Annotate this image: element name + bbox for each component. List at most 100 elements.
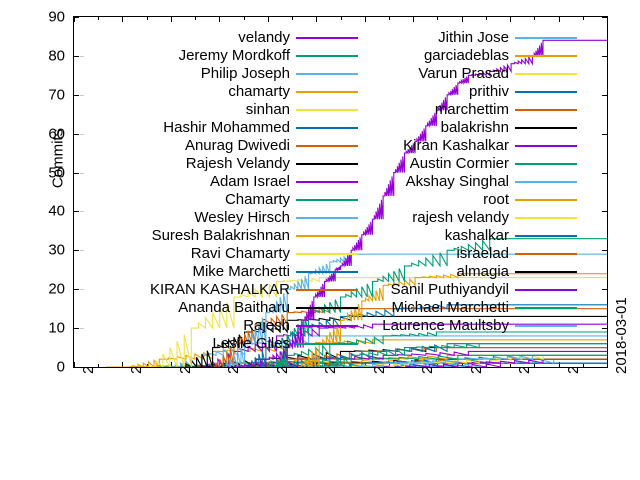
x-minor-tick-mark	[243, 17, 245, 20]
x-minor-tick-mark	[170, 17, 172, 20]
y-axis-tick-label: 60	[48, 125, 65, 143]
y-grid-stub	[80, 328, 84, 330]
legend-label: Sanil Puthiyandyil	[390, 281, 509, 298]
series-line	[319, 355, 607, 367]
legend-entry: Jeremy Mordkoff	[32, 47, 362, 65]
legend-entry: Michael Marchetti	[251, 299, 581, 317]
legend-entry: Leslie Giles	[32, 335, 362, 353]
x-minor-tick-mark	[582, 17, 584, 20]
x-minor-tick-mark	[607, 17, 608, 20]
legend-entry: Anurag Dwivedi	[32, 137, 362, 155]
legend-label: Ananda Baitharu	[178, 299, 290, 316]
legend-label: Rajesh	[243, 317, 290, 334]
legend-color-swatch	[296, 253, 358, 255]
y-tick-mark	[602, 17, 607, 18]
y-axis-tick-label: 10	[48, 319, 65, 337]
x-minor-tick-mark	[195, 17, 197, 20]
x-minor-tick-mark	[146, 17, 148, 20]
legend-label: Chamarty	[224, 191, 290, 208]
x-minor-tick-mark	[485, 17, 487, 20]
y-tick-mark	[74, 367, 79, 368]
legend-color-swatch	[515, 199, 577, 201]
legend-label: Austin Cormier	[409, 155, 509, 172]
legend-color-swatch	[515, 109, 577, 111]
legend-entry: Rajesh Velandy	[32, 155, 362, 173]
legend-color-swatch	[296, 343, 358, 345]
legend-color-swatch	[296, 271, 358, 273]
legend-color-swatch	[515, 55, 577, 57]
series-line	[277, 239, 608, 367]
legend-entry: marchettim	[251, 101, 581, 119]
y-grid-stub	[80, 133, 84, 135]
x-minor-tick-mark	[510, 17, 512, 20]
legend-entry: Ananda Baitharu	[32, 299, 362, 317]
legend-color-swatch	[296, 73, 358, 75]
legend-color-swatch	[296, 181, 358, 183]
legend-color-swatch	[296, 109, 358, 111]
legend-label: prithiv	[468, 83, 509, 100]
legend-color-swatch	[515, 163, 577, 165]
legend-label: Philip Joseph	[200, 65, 290, 82]
x-minor-tick-mark	[74, 364, 75, 367]
legend-color-swatch	[515, 253, 577, 255]
legend-entry: chamarty	[32, 83, 362, 101]
legend-entry: Sanil Puthiyandyil	[251, 281, 581, 299]
legend-entry: Laurence Maultsby	[251, 317, 581, 335]
legend-label: Varun Prasad	[418, 65, 509, 82]
legend-label: root	[483, 191, 509, 208]
series-line	[234, 40, 607, 367]
x-minor-tick-mark	[122, 17, 124, 20]
y-grid-stub	[80, 55, 84, 57]
legend-label: Kiran Kashalkar	[403, 137, 509, 154]
x-minor-tick-mark	[292, 17, 294, 20]
y-axis-tick-label: 20	[48, 280, 65, 298]
legend-color-swatch	[296, 325, 358, 327]
x-minor-tick-mark	[510, 364, 512, 367]
y-tick-mark	[74, 17, 79, 18]
legend-label: Laurence Maultsby	[382, 317, 509, 334]
legend-label: almagia	[456, 263, 509, 280]
legend-label: kashalkar	[444, 227, 509, 244]
legend-color-swatch	[296, 235, 358, 237]
legend-color-swatch	[515, 73, 577, 75]
series-line	[149, 278, 607, 367]
legend-label: velandy	[238, 29, 290, 46]
y-grid-stub	[80, 94, 84, 96]
y-axis-tick-label: 40	[48, 202, 65, 220]
x-minor-tick-mark	[316, 17, 318, 20]
y-tick-mark	[602, 250, 607, 252]
legend-entry: rajesh velandy	[251, 209, 581, 227]
y-tick-mark	[74, 289, 79, 291]
x-minor-tick-mark	[98, 17, 100, 20]
legend-color-swatch	[296, 91, 358, 93]
y-grid-stub	[80, 289, 84, 291]
x-minor-tick-mark	[98, 364, 100, 367]
y-tick-mark	[74, 133, 79, 135]
x-minor-tick-mark	[364, 17, 366, 20]
y-axis-tick-label: 70	[48, 86, 65, 104]
x-minor-tick-mark	[219, 17, 221, 20]
y-tick-mark	[602, 211, 607, 213]
legend-label: KIRAN KASHALKAR	[149, 281, 290, 298]
x-axis-tick-label: 2018-03-01	[613, 297, 630, 374]
legend-label: balakrishn	[440, 119, 509, 136]
legend-color-swatch	[296, 37, 358, 39]
legend-color-swatch	[515, 289, 577, 291]
x-minor-tick-mark	[267, 17, 269, 20]
legend-label: sinhan	[245, 101, 290, 118]
legend-entry: Hashir Mohammed	[32, 119, 362, 137]
x-minor-tick-mark	[437, 17, 439, 20]
legend-entry: israelad	[251, 245, 581, 263]
legend-entry: KIRAN KASHALKAR	[32, 281, 362, 299]
y-axis-tick-label: 0	[56, 358, 65, 376]
y-tick-mark	[602, 172, 607, 174]
y-grid-stub	[80, 250, 84, 252]
legend-color-swatch	[296, 145, 358, 147]
legend-color-swatch	[515, 307, 577, 309]
y-grid-stub	[80, 172, 84, 174]
legend-label: Jeremy Mordkoff	[178, 47, 290, 64]
x-minor-tick-mark	[534, 364, 536, 367]
legend-color-swatch	[515, 127, 577, 129]
legend-entry: garciadeblas	[251, 47, 581, 65]
